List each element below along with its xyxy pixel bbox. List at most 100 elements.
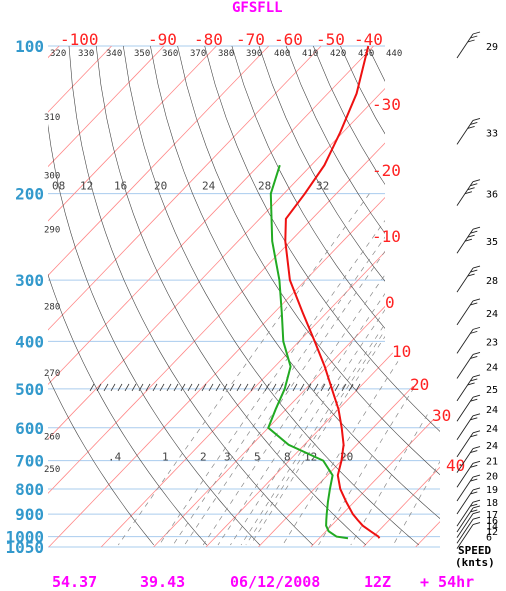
theta-label-320: 320 [50,49,66,59]
dry-adiabat-380 [340,46,440,546]
tropopause-hatch-mark [173,383,179,392]
tropopause-hatch-mark [320,383,326,392]
tropopause-hatch-mark [89,383,95,392]
wind-speed-450: 24 [486,362,498,373]
wind-barb-flag [464,238,473,242]
theta-label-270: 270 [44,369,60,379]
wind-barb-flag [472,265,481,269]
wind-barb-flag [464,191,473,195]
wind-barb-flag [470,378,478,382]
mixing-ratio-top-label-12: 12 [80,180,93,193]
wind-barb-flag [467,273,475,277]
mixing-ratio-line-2 [217,193,440,546]
theta-label-400: 400 [274,49,290,59]
mixing-ratio-line-2.8 [240,193,440,546]
theta-label-370: 370 [190,49,206,59]
theta-label-330: 330 [78,49,94,59]
theta-label-260: 260 [44,433,60,443]
dry-adiabat-350 [258,46,440,546]
wind-barb [456,513,474,538]
wind-speed-250: 35 [486,237,498,248]
profiles [267,45,381,540]
isotherm-label--60: -60 [274,30,303,49]
tropopause-hatch-mark [313,383,319,392]
dry-adiabat-300 [123,46,419,546]
pressure-label-900: 900 [15,505,44,524]
theta-label-300: 300 [44,172,60,182]
tropopause-hatch-mark [355,383,361,392]
footer-lon: 39.43 [140,573,185,591]
tropopause-hatch-mark [166,383,172,392]
tropopause-hatch-mark [145,383,151,392]
theta-label-310: 310 [44,113,60,123]
mixing-ratio-labels: 08 12 16 20 24 28 32.4 1 2 3 5 8 12 20 [52,180,353,464]
wind-speed-400: 23 [486,337,498,348]
theta-label-340: 340 [106,49,122,59]
theta-label-410: 410 [302,49,318,59]
speed-header: SPEED [458,544,491,557]
chart-title: GFSFLL [232,0,283,16]
wind-speed-200: 36 [486,190,498,201]
wind-speed-500: 25 [486,385,498,396]
tropopause-hatch-mark [348,383,354,392]
dry-adiabat-250 [48,46,155,546]
isotherm-label-20: 20 [410,375,429,394]
pressure-label-700: 700 [15,452,44,471]
mixing-ratio-top-label-32: 32 [316,180,329,193]
mixing-ratio-grid [118,193,440,546]
footer-hour: 12Z [364,573,391,591]
tropopause-hatch-mark [264,383,270,392]
mixing-ratio-bottom-label-5: 5 [254,451,261,464]
wind-barb-flag [470,302,478,306]
dry-adiabat-330 [204,46,440,546]
mixing-ratio-line-20 [392,193,440,546]
mixing-ratio-line-1 [172,193,417,546]
tropopause-hatch-mark [138,383,144,392]
wind-barb-flag [470,434,478,438]
isotherm--20 [153,46,440,547]
mixing-ratio-bottom-label-3: 3 [224,451,231,464]
wind-speed-800: 19 [486,485,498,496]
footer: 54.37 39.43 06/12/2008 12Z + 54hr [52,573,474,591]
tropopause-hatch-mark [201,383,207,392]
mixing-ratio-top-label-16: 16 [114,180,127,193]
tropopause-hatch-mark [285,383,291,392]
dry-adiabat-340 [231,46,440,546]
theta-label-280: 280 [44,303,60,313]
wind-barb-flag [472,487,481,491]
dry-adiabat-270 [48,46,261,546]
wind-speed-925: 16 [486,516,498,527]
wind-speed-650: 24 [486,441,498,452]
isotherm-10 [310,46,440,547]
wind-barb-flag [472,117,481,121]
mixing-ratio-top-label-28: 28 [258,180,271,193]
dry-adiabat-310 [150,46,440,546]
tropopause-hatch-mark [257,383,263,392]
wind-barb-flag [472,374,481,378]
tropopause-hatch-mark [334,383,340,392]
isotherm-grid [48,46,440,547]
wind-barb-flag [470,491,478,495]
wind-barb-flag [472,511,481,515]
wind-barb [456,518,474,544]
wind-barb-flag [470,356,478,359]
tropopause-hatch-mark [96,383,102,392]
tropopause-hatch-mark [103,383,109,392]
mixing-ratio-line-8 [318,193,440,546]
mixing-ratio-line-1.6 [202,193,440,546]
theta-label-360: 360 [162,49,178,59]
tropopause-hatch-mark [215,383,221,392]
isotherm-label-40: 40 [446,456,465,475]
isotherm--80 [48,46,322,547]
isotherm-label--40: -40 [354,30,383,49]
isotherm-label--80: -80 [194,30,223,49]
wind-speed-column: 29 33 36 35 28 24 23 24 25 24 24 24 21 20 19 1817161412… [486,42,498,544]
wind-barb-flag [470,230,478,234]
wind-speed-300: 28 [486,276,498,287]
tropopause-hatch-mark [341,383,347,392]
wind-barb-flag [472,499,481,503]
tropopause-hatch-mark [292,383,298,392]
isotherm-label--30: -30 [372,95,401,114]
wind-barb-flag [470,183,478,187]
mixing-ratio-line-12 [350,193,440,546]
